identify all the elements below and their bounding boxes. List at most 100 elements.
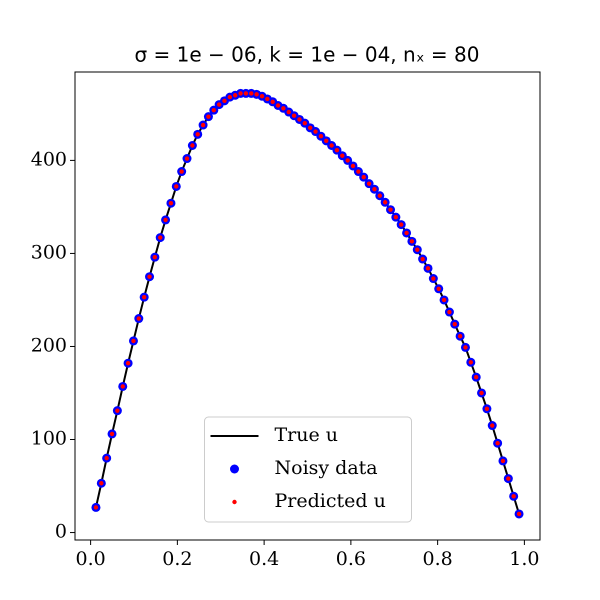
predicted-point xyxy=(243,91,249,96)
predicted-point xyxy=(131,338,136,344)
predicted-point xyxy=(366,181,372,186)
predicted-point xyxy=(195,132,200,137)
predicted-point xyxy=(238,91,243,96)
predicted-point xyxy=(232,93,238,98)
predicted-point xyxy=(490,423,495,428)
predicted-point xyxy=(479,390,484,396)
predicted-point xyxy=(190,143,195,148)
predicted-point xyxy=(211,107,217,113)
predicted-point xyxy=(174,184,179,189)
legend-label: Predicted u xyxy=(275,490,386,512)
predicted-point xyxy=(447,309,452,315)
x-tick-label: 0.4 xyxy=(249,548,279,570)
predicted-point xyxy=(457,334,463,339)
predicted-point xyxy=(227,94,233,100)
x-tick-label: 0.0 xyxy=(76,548,106,570)
predicted-point xyxy=(425,266,431,271)
predicted-point xyxy=(158,235,163,240)
predicted-point xyxy=(270,99,275,104)
predicted-point xyxy=(104,455,109,461)
predicted-point xyxy=(404,230,409,236)
predicted-point xyxy=(372,187,377,192)
predicted-point xyxy=(361,174,366,180)
predicted-point xyxy=(307,125,313,131)
predicted-point xyxy=(409,239,415,244)
predicted-point xyxy=(259,93,265,99)
predicted-point xyxy=(324,138,329,144)
predicted-point xyxy=(115,408,120,413)
predicted-point xyxy=(484,406,490,412)
legend-box xyxy=(204,416,412,523)
predicted-point xyxy=(388,207,393,212)
predicted-point xyxy=(516,511,522,517)
predicted-point xyxy=(286,109,291,115)
predicted-point xyxy=(318,133,324,139)
predicted-point xyxy=(141,294,147,300)
predicted-point xyxy=(109,431,115,437)
predicted-point xyxy=(500,458,506,464)
predicted-point xyxy=(436,286,441,291)
x-tick-label: 1.0 xyxy=(509,548,539,570)
plot-frame xyxy=(74,71,541,541)
predicted-point xyxy=(441,297,447,303)
y-tick-label: 100 xyxy=(31,428,67,450)
predicted-point xyxy=(125,361,131,366)
predicted-point xyxy=(334,147,340,153)
predicted-point xyxy=(222,98,227,104)
predicted-point xyxy=(393,214,399,220)
predicted-point xyxy=(382,200,388,205)
predicted-point xyxy=(377,193,383,198)
x-tick-label: 0.6 xyxy=(336,548,366,570)
predicted-point xyxy=(345,158,350,163)
legend-label: True u xyxy=(275,424,339,446)
predicted-point xyxy=(473,374,479,380)
x-tick-label: 0.2 xyxy=(162,548,192,570)
predicted-point xyxy=(291,113,297,118)
predicted-point xyxy=(99,481,104,486)
predicted-point xyxy=(147,274,152,279)
predicted-point xyxy=(216,102,222,107)
predicted-point xyxy=(206,114,211,119)
legend-marker xyxy=(230,464,239,474)
legend-marker xyxy=(232,499,237,505)
predicted-point xyxy=(415,247,420,252)
predicted-point xyxy=(275,103,281,108)
y-tick-label: 0 xyxy=(55,521,67,543)
predicted-point xyxy=(184,156,190,161)
predicted-point xyxy=(152,254,158,260)
predicted-point xyxy=(265,96,270,102)
predicted-point xyxy=(297,117,302,122)
y-tick-label: 400 xyxy=(31,148,67,170)
predicted-point xyxy=(468,360,474,365)
predicted-point xyxy=(93,505,99,510)
predicted-point xyxy=(495,441,500,446)
chart-title: σ = 1e − 06, k = 1e − 04, nₓ = 80 xyxy=(134,43,479,67)
predicted-point xyxy=(254,92,259,97)
predicted-point xyxy=(420,256,425,262)
predicted-point xyxy=(136,316,142,321)
predicted-point xyxy=(356,169,361,174)
predicted-point xyxy=(281,106,286,111)
predicted-point xyxy=(313,129,318,134)
predicted-point xyxy=(168,200,174,206)
predicted-point xyxy=(452,321,457,327)
predicted-point xyxy=(200,122,206,128)
predicted-point xyxy=(350,163,356,169)
predicted-point xyxy=(398,222,404,227)
predicted-point xyxy=(463,345,468,350)
y-tick-label: 300 xyxy=(31,241,67,263)
predicted-point xyxy=(249,91,254,96)
y-tick-label: 200 xyxy=(31,334,67,356)
x-tick-label: 0.8 xyxy=(423,548,453,570)
predicted-point xyxy=(431,276,436,281)
predicted-point xyxy=(163,217,168,223)
predicted-point xyxy=(340,153,345,158)
predicted-point xyxy=(302,120,308,126)
predicted-point xyxy=(120,384,125,389)
predicted-point xyxy=(511,494,516,499)
predicted-point xyxy=(329,143,334,148)
predicted-point xyxy=(179,169,184,174)
predicted-point xyxy=(506,476,511,481)
legend-label: Noisy data xyxy=(275,457,378,479)
